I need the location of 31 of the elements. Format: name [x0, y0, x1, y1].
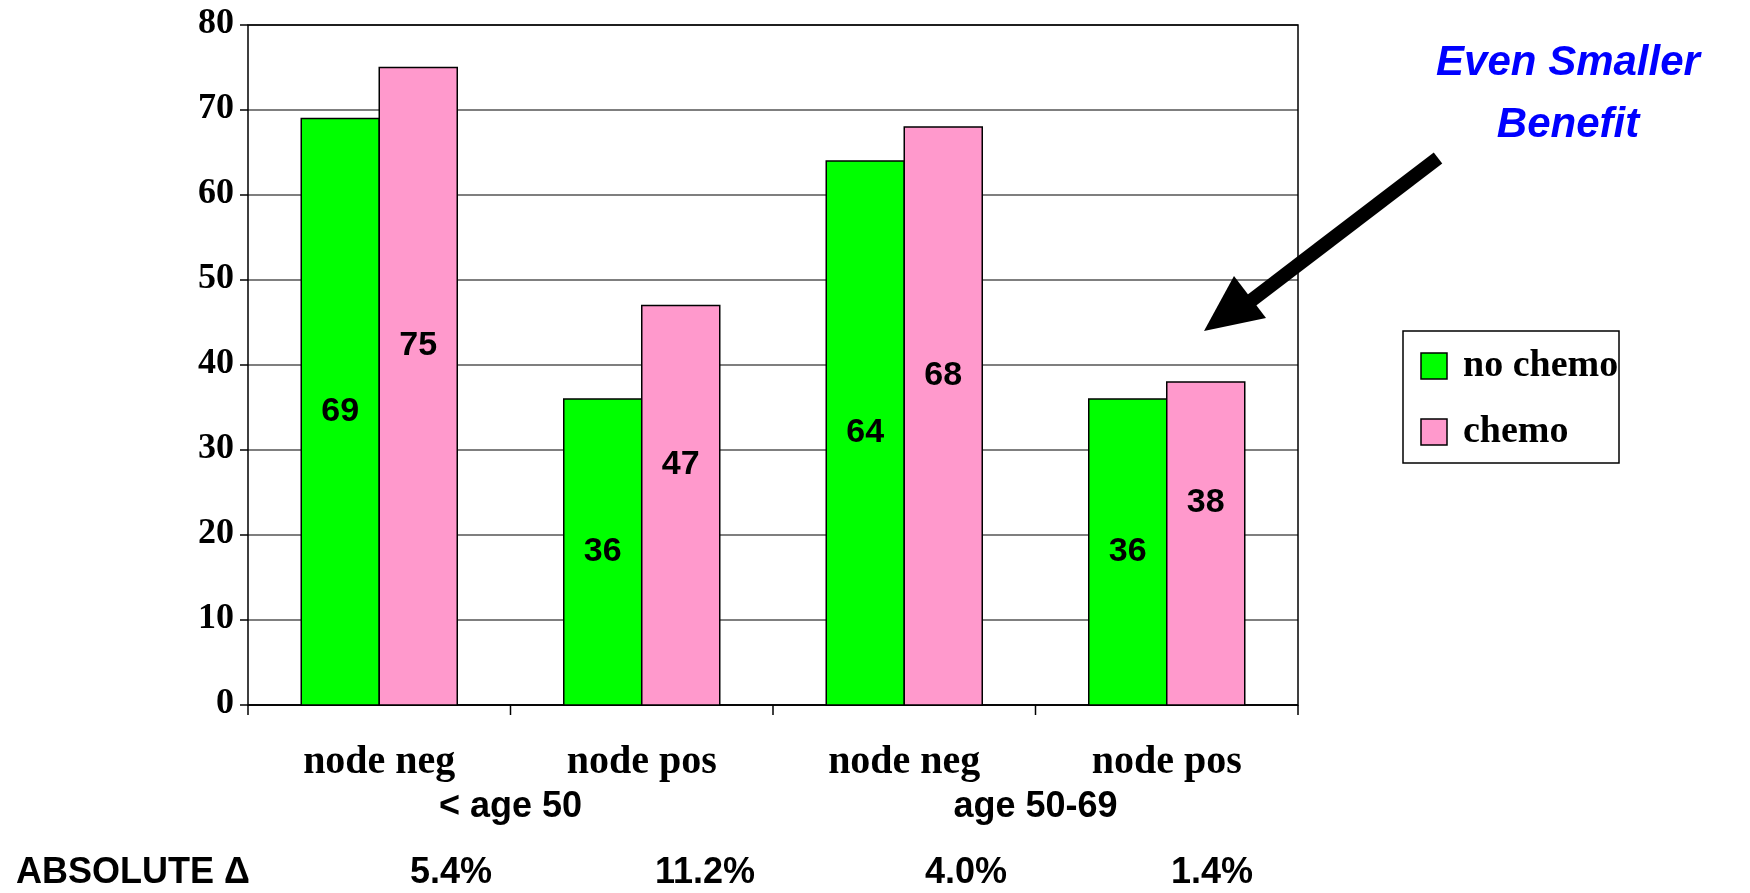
data-label: 47	[661, 443, 700, 482]
data-label: 64	[846, 410, 885, 449]
x-tick-label: node neg	[303, 737, 456, 782]
text: < age 50	[438, 784, 583, 825]
y-tick-label: 30	[198, 426, 234, 467]
data-label: 36	[1108, 529, 1147, 568]
legend-label: chemo	[1463, 407, 1569, 450]
text: Even Smaller Benefit	[1436, 37, 1703, 146]
text: 4.0%	[924, 850, 1008, 891]
text: 11.2%	[654, 850, 756, 891]
y-tick-label: 60	[198, 171, 234, 212]
data-label: 69	[321, 389, 360, 428]
data-label: 38	[1186, 481, 1225, 520]
data-label: 36	[583, 529, 622, 568]
y-tick-label: 40	[198, 341, 234, 382]
legend-label: no chemo	[1463, 341, 1619, 384]
x-tick-label: node pos	[566, 737, 717, 782]
x-tick-label: node neg	[828, 737, 981, 782]
y-tick-label: 20	[198, 511, 234, 552]
data-label: 68	[924, 353, 963, 392]
data-label: 75	[399, 324, 438, 363]
y-tick-label: 50	[198, 256, 234, 297]
text: ABSOLUTE Δ	[16, 850, 250, 891]
text: 1.4%	[1170, 850, 1254, 891]
text: age 50-69	[953, 784, 1118, 825]
y-tick-label: 10	[198, 596, 234, 637]
y-tick-label: 70	[198, 86, 234, 127]
text: 5.4%	[409, 850, 493, 891]
y-tick-label: 80	[198, 1, 234, 42]
y-tick-label: 0	[216, 681, 234, 722]
x-tick-label: node pos	[1091, 737, 1242, 782]
